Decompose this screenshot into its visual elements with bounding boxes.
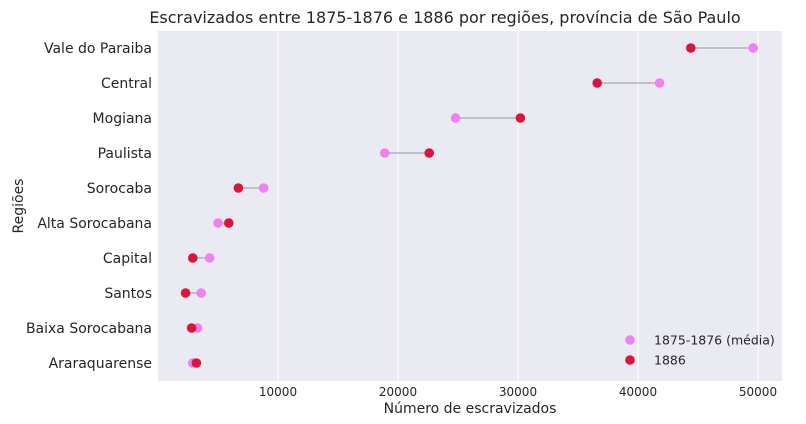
point-1886	[233, 183, 244, 193]
point-1886	[592, 78, 602, 88]
y-tick-label: Sorocaba	[87, 181, 152, 197]
x-tick-label: 30000	[499, 385, 537, 399]
point-1875-1876	[450, 113, 461, 123]
x-tick-labels: 10000 20000 30000 40000 50000	[259, 385, 777, 399]
y-tick-label: Capital	[103, 251, 152, 267]
y-tick-labels: Vale do Paraiba Central Mogiana Paulista Sor…	[26, 41, 152, 372]
point-1886	[186, 323, 197, 333]
y-axis-label: Regiões	[11, 179, 27, 234]
y-tick-label: Central	[101, 76, 152, 92]
x-tick-label: 10000	[259, 385, 297, 399]
point-1886	[224, 218, 234, 228]
y-tick-label: Vale do Paraiba	[44, 41, 152, 57]
point-1886	[686, 43, 696, 53]
x-tick-label: 40000	[619, 385, 657, 399]
point-1875-1876	[258, 183, 269, 193]
plot-area	[158, 31, 782, 381]
legend-marker	[625, 335, 635, 345]
x-tick-label: 50000	[739, 385, 777, 399]
y-tick-label: Araraquarense	[49, 356, 152, 372]
point-1875-1876	[654, 78, 665, 88]
legend-label: 1875-1876 (média)	[654, 333, 775, 348]
point-1886	[424, 148, 435, 158]
x-axis-label: Número de escravizados	[384, 401, 557, 417]
point-1886	[515, 113, 526, 123]
point-1875-1876	[213, 218, 223, 228]
y-tick-label: Paulista	[98, 146, 152, 162]
y-tick-label: Baixa Sorocabana	[26, 321, 152, 337]
y-tick-label: Mogiana	[93, 111, 152, 127]
y-tick-label: Alta Sorocabana	[37, 216, 152, 232]
point-1875-1876	[380, 148, 390, 158]
point-1875-1876	[196, 288, 206, 298]
legend-marker	[625, 355, 635, 365]
x-tick-label: 20000	[379, 385, 417, 399]
grid	[277, 31, 759, 381]
legend-label: 1886	[654, 353, 686, 368]
chart-title: Escravizados entre 1875-1876 e 1886 por …	[149, 8, 740, 27]
point-1886	[188, 253, 198, 263]
y-tick-label: Santos	[104, 286, 152, 302]
point-1875-1876	[204, 253, 215, 263]
point-1875-1876	[748, 43, 758, 53]
point-1886	[180, 288, 191, 298]
point-1886	[191, 358, 202, 368]
legend: 1875-1876 (média) 1886	[625, 333, 775, 368]
points	[180, 43, 758, 368]
